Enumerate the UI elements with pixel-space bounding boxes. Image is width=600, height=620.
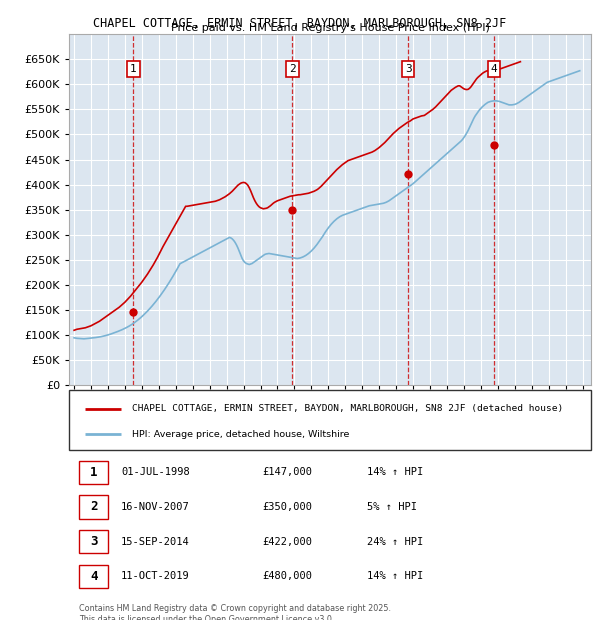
Text: HPI: Average price, detached house, Wiltshire: HPI: Average price, detached house, Wilt… [131,430,349,438]
Text: Contains HM Land Registry data © Crown copyright and database right 2025.
This d: Contains HM Land Registry data © Crown c… [79,604,391,620]
Text: 2: 2 [289,64,296,74]
Text: 24% ↑ HPI: 24% ↑ HPI [367,537,423,547]
Text: £350,000: £350,000 [262,502,312,512]
FancyBboxPatch shape [69,390,591,450]
Text: 3: 3 [405,64,412,74]
Text: £422,000: £422,000 [262,537,312,547]
Text: 3: 3 [90,535,98,548]
Text: 1: 1 [90,466,98,479]
FancyBboxPatch shape [79,495,108,518]
Title: Price paid vs. HM Land Registry's House Price Index (HPI): Price paid vs. HM Land Registry's House … [170,24,490,33]
Text: £147,000: £147,000 [262,467,312,477]
FancyBboxPatch shape [79,565,108,588]
Text: 01-JUL-1998: 01-JUL-1998 [121,467,190,477]
Text: 14% ↑ HPI: 14% ↑ HPI [367,572,423,582]
Text: 4: 4 [491,64,497,74]
Text: 1: 1 [130,64,137,74]
Text: 2: 2 [90,500,98,513]
Text: 11-OCT-2019: 11-OCT-2019 [121,572,190,582]
Text: 4: 4 [90,570,98,583]
FancyBboxPatch shape [79,461,108,484]
Text: 16-NOV-2007: 16-NOV-2007 [121,502,190,512]
Text: 5% ↑ HPI: 5% ↑ HPI [367,502,416,512]
Text: CHAPEL COTTAGE, ERMIN STREET, BAYDON, MARLBOROUGH, SN8 2JF (detached house): CHAPEL COTTAGE, ERMIN STREET, BAYDON, MA… [131,404,563,413]
Text: CHAPEL COTTAGE, ERMIN STREET, BAYDON, MARLBOROUGH, SN8 2JF: CHAPEL COTTAGE, ERMIN STREET, BAYDON, MA… [94,17,506,30]
Text: £480,000: £480,000 [262,572,312,582]
Text: 14% ↑ HPI: 14% ↑ HPI [367,467,423,477]
FancyBboxPatch shape [79,530,108,553]
Text: 15-SEP-2014: 15-SEP-2014 [121,537,190,547]
